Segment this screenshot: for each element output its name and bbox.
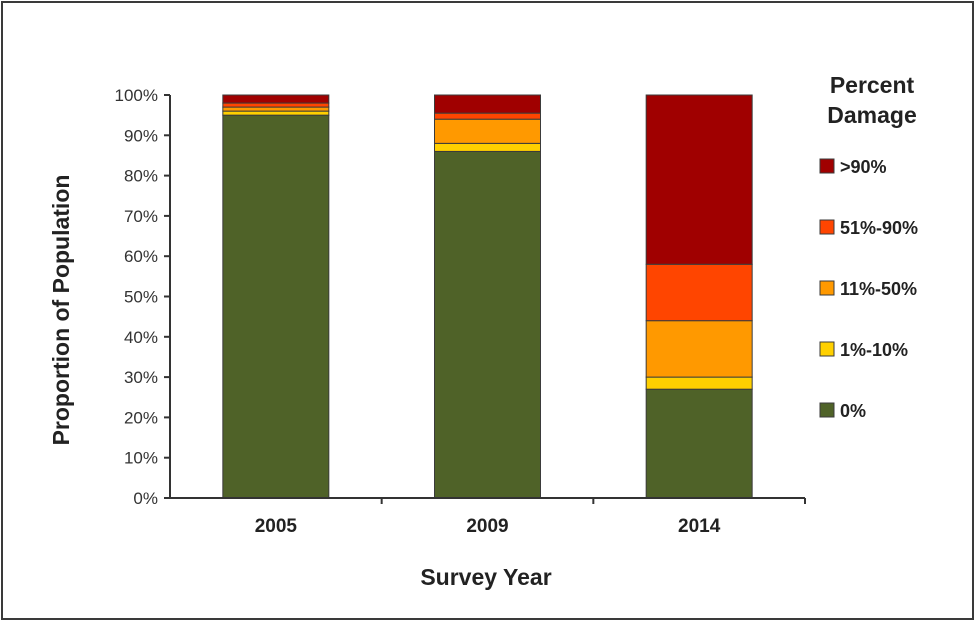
legend-swatch [819,158,835,174]
x-axis-labels: 2005 2009 2014 [255,498,806,537]
y-tick-label: 10% [124,449,158,468]
bar-segment [222,110,330,116]
y-tick-label: 30% [124,368,158,387]
x-tick-label: 2014 [678,516,721,537]
y-tick-label: 90% [124,126,158,145]
bar-segment [434,118,541,144]
bar-segment [222,114,330,499]
legend-label: 1%-10% [840,340,908,360]
bar-segment [645,320,753,378]
bar-segment [645,376,753,390]
legend-label: 11%-50% [840,279,917,299]
y-tick-label: 50% [124,288,158,307]
y-tick-label: 0% [133,489,158,508]
bar-segment [645,263,753,322]
bar-segment [222,102,330,108]
y-tick-label: 100% [115,86,158,105]
bar-segment [645,94,753,265]
x-axis-title: Survey Year [420,564,551,590]
y-tick-label: 20% [124,408,158,427]
y-axis-title: Proportion of Population [48,175,74,446]
legend-swatch [819,402,835,418]
bar-segment [222,94,330,104]
bar-segment [222,106,330,112]
bar-segment [434,142,541,152]
bar-segment [434,112,541,120]
bars [222,94,753,499]
legend-label: 51%-90% [840,218,918,238]
bar-segment [434,150,541,499]
bar-segment [645,388,753,499]
legend-swatch [819,219,835,235]
legend: Percent Damage >90% 51%-90% 11%-50% 1%-10% 0% [819,72,918,421]
legend-title: Percent Damage [827,72,916,128]
x-tick-label: 2009 [466,516,508,537]
y-tick-label: 70% [124,207,158,226]
x-tick-label: 2005 [255,516,298,537]
legend-swatch [819,341,835,357]
bar-segment [434,94,541,114]
y-tick-label: 60% [124,247,158,266]
y-tick-label: 40% [124,328,158,347]
y-axis-ticks: 0% 10% 20% 30% 40% 50% 60% 70% 80% 90% 100% [115,86,170,508]
y-tick-label: 80% [124,167,158,186]
legend-label: 0% [840,401,866,421]
legend-swatch [819,280,835,296]
legend-label: >90% [840,157,887,177]
